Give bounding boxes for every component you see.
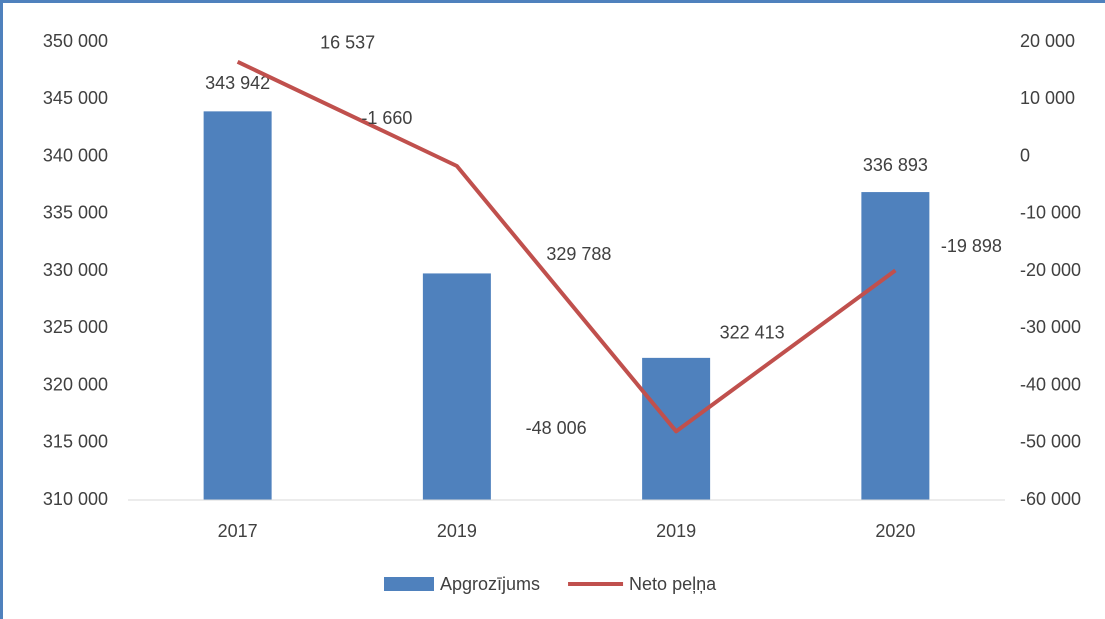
x-tick-label: 2019 <box>656 521 696 541</box>
y2-tick-label: -50 000 <box>1020 432 1081 452</box>
data-label: 329 788 <box>546 244 611 264</box>
y-tick-label: 315 000 <box>43 432 108 452</box>
data-label: 322 413 <box>720 323 785 343</box>
bar <box>203 111 272 500</box>
x-tick-label: 2019 <box>437 521 477 541</box>
y-tick-label: 335 000 <box>43 203 108 223</box>
y-tick-label: 350 000 <box>43 31 108 51</box>
bar <box>422 273 491 500</box>
data-label: -1 660 <box>361 108 412 128</box>
y2-tick-label: -30 000 <box>1020 317 1081 337</box>
legend-label: Apgrozījums <box>440 574 540 594</box>
y2-tick-label: -10 000 <box>1020 203 1081 223</box>
data-label: -19 898 <box>941 236 1002 256</box>
x-tick-label: 2020 <box>875 521 915 541</box>
y2-tick-label: 20 000 <box>1020 31 1075 51</box>
y2-tick-label: -60 000 <box>1020 489 1081 509</box>
y-tick-label: 330 000 <box>43 260 108 280</box>
y2-tick-label: 0 <box>1020 145 1030 165</box>
y2-tick-label: -20 000 <box>1020 260 1081 280</box>
legend-swatch <box>384 577 434 591</box>
line <box>236 60 897 434</box>
y-tick-label: 340 000 <box>43 145 108 165</box>
data-label: 336 893 <box>863 155 928 175</box>
data-label: 343 942 <box>205 73 270 93</box>
data-label: 16 537 <box>320 33 375 53</box>
x-tick-label: 2017 <box>218 521 258 541</box>
y-tick-label: 320 000 <box>43 374 108 394</box>
data-label: -48 006 <box>526 418 587 438</box>
y-tick-label: 325 000 <box>43 317 108 337</box>
y-tick-label: 310 000 <box>43 489 108 509</box>
y2-tick-label: 10 000 <box>1020 88 1075 108</box>
y2-tick-label: -40 000 <box>1020 374 1081 394</box>
legend-label: Neto peļņa <box>629 574 717 594</box>
bar <box>861 192 930 501</box>
y-tick-label: 345 000 <box>43 88 108 108</box>
